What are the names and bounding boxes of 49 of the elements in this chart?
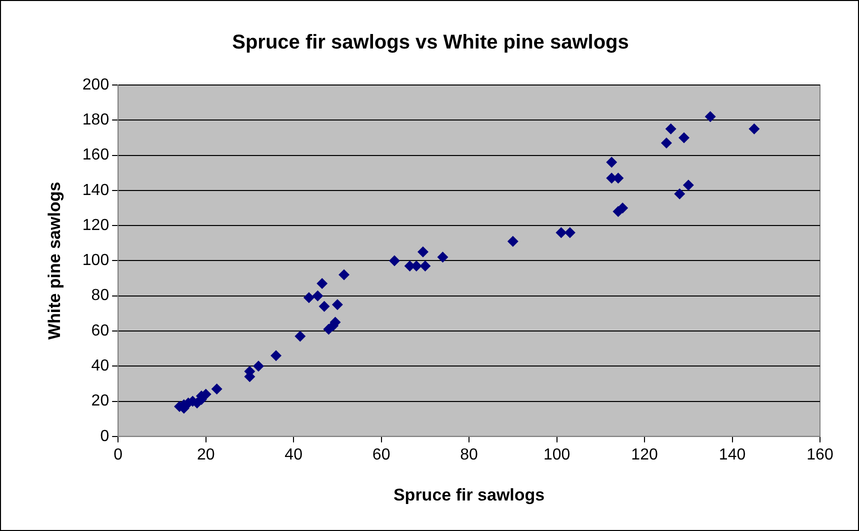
point xyxy=(682,180,694,191)
y-tick-label: 120 xyxy=(82,216,110,234)
point xyxy=(332,299,343,310)
point xyxy=(556,227,567,238)
point xyxy=(507,236,518,247)
y-tick-label: 40 xyxy=(91,358,110,375)
point xyxy=(211,383,222,394)
point xyxy=(420,260,431,272)
y-tick-label: 0 xyxy=(100,428,110,445)
x-tick-label: 100 xyxy=(543,446,570,464)
point xyxy=(617,202,628,214)
y-tick-label: 80 xyxy=(91,287,110,304)
x-tick-label: 140 xyxy=(718,446,746,464)
point xyxy=(318,300,330,312)
point xyxy=(388,255,400,266)
x-tick-label: 80 xyxy=(460,446,478,464)
point xyxy=(294,330,306,342)
y-tick-label: 60 xyxy=(91,322,110,340)
point xyxy=(316,278,328,290)
point xyxy=(417,246,428,258)
point xyxy=(660,137,672,148)
point xyxy=(678,132,690,144)
point xyxy=(665,123,676,134)
point xyxy=(704,111,716,122)
x-tick-label: 60 xyxy=(372,446,390,464)
point xyxy=(564,227,576,238)
y-tick-label: 20 xyxy=(91,392,110,410)
y-axis-title: White pine sawlogs xyxy=(44,182,64,340)
point xyxy=(252,360,264,372)
point xyxy=(270,350,282,362)
y-tick-label: 160 xyxy=(82,146,110,164)
x-tick-label: 0 xyxy=(114,446,123,464)
point xyxy=(606,156,618,168)
y-tick-label: 100 xyxy=(82,252,110,270)
point xyxy=(303,292,314,304)
x-tick-label: 120 xyxy=(631,446,658,464)
x-axis-title: Spruce fir sawlogs xyxy=(393,485,545,504)
point xyxy=(437,252,448,263)
y-tick-label: 200 xyxy=(82,76,110,94)
x-tick-label: 40 xyxy=(284,446,303,464)
x-tick-label: 160 xyxy=(806,446,834,464)
point xyxy=(748,123,760,134)
x-tick-label: 20 xyxy=(196,446,215,464)
point xyxy=(674,188,686,200)
y-tick-label: 140 xyxy=(82,182,110,199)
chart-title: Spruce fir sawlogs vs White pine sawlogs xyxy=(232,32,629,54)
y-tick-label: 180 xyxy=(82,112,110,129)
point xyxy=(312,290,324,302)
point xyxy=(338,269,350,280)
